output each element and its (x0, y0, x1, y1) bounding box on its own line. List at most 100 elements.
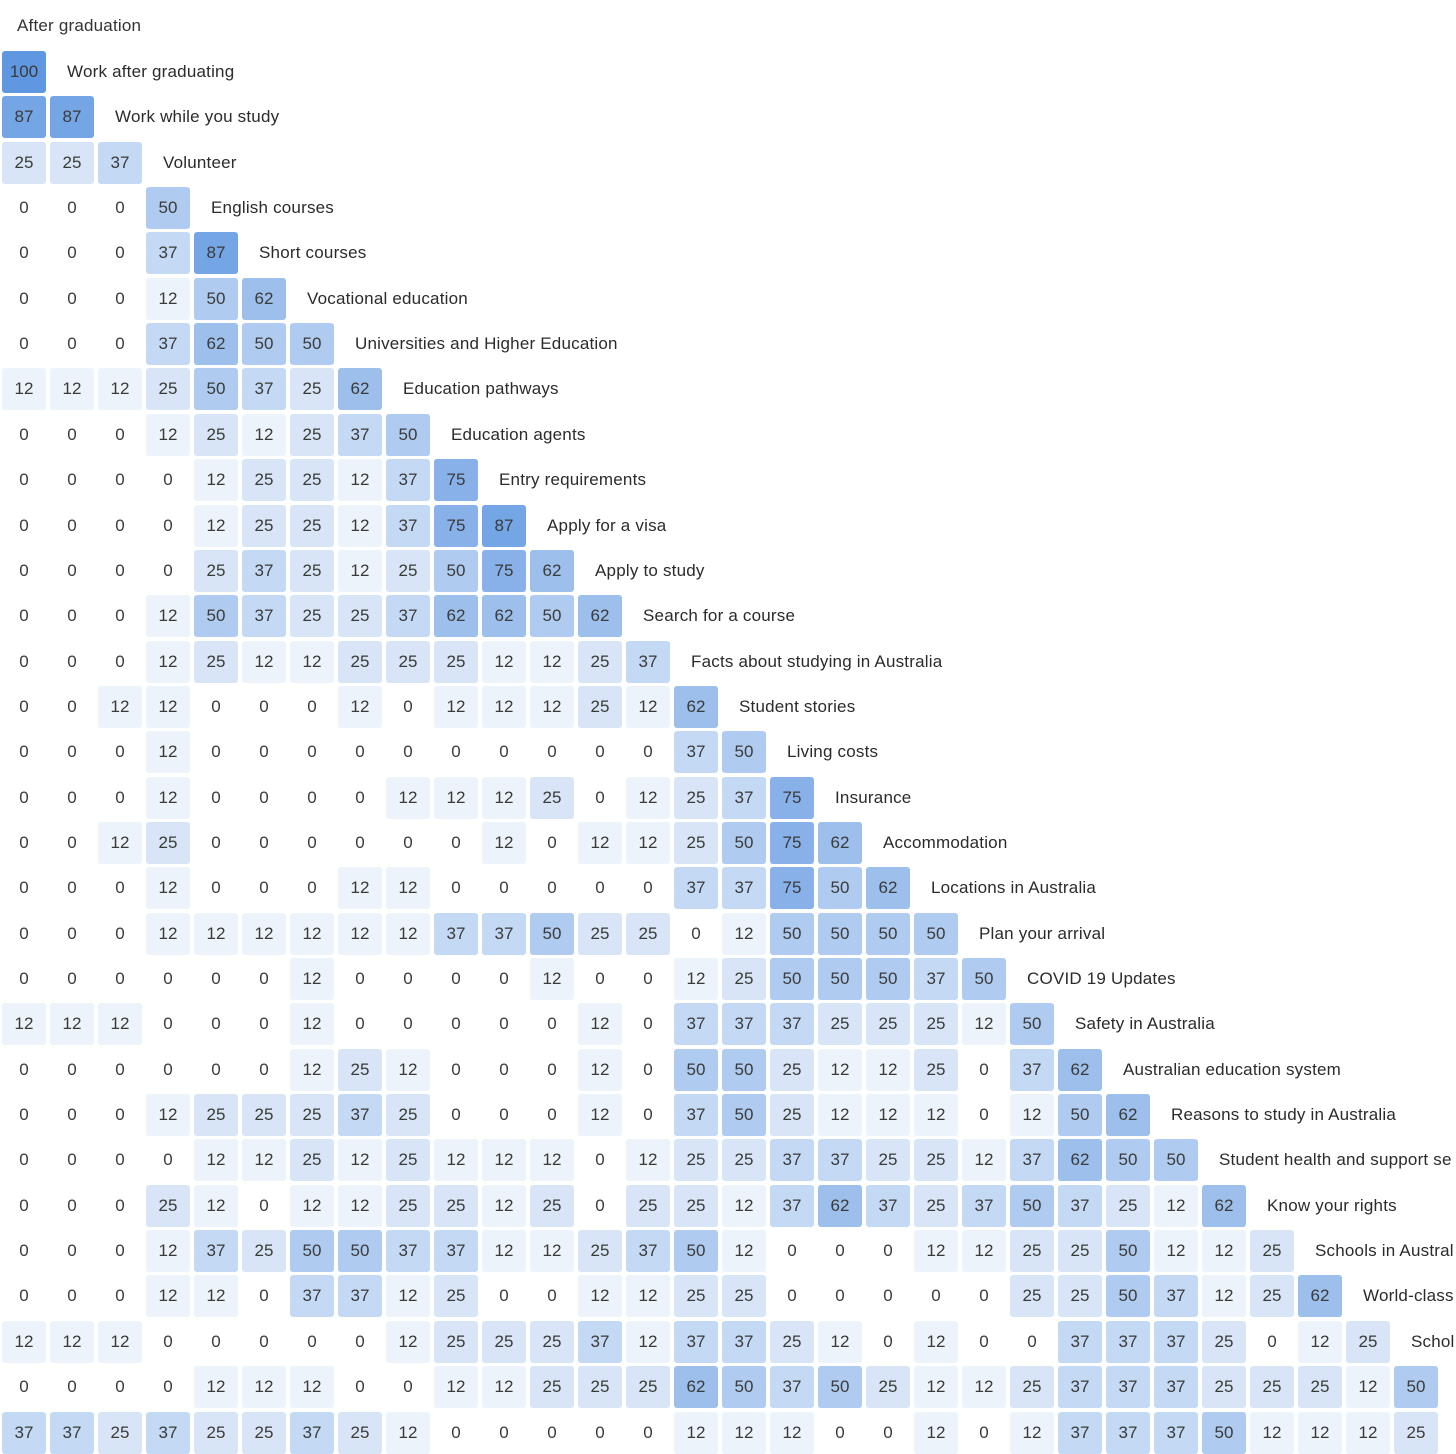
heatmap-cell: 25 (914, 1049, 958, 1091)
heatmap-cell: 0 (530, 822, 574, 864)
heatmap-cell: 12 (338, 550, 382, 592)
heatmap-cell: 37 (386, 459, 430, 501)
heatmap-cell: 50 (194, 278, 238, 320)
heatmap-cell: 12 (290, 1185, 334, 1227)
heatmap-cell: 0 (2, 1230, 46, 1272)
heatmap-cell: 37 (770, 1185, 814, 1227)
heatmap-cell: 50 (674, 1230, 718, 1272)
heatmap-cell: 12 (962, 1003, 1006, 1045)
heatmap-cell: 0 (626, 867, 670, 909)
heatmap-cell: 12 (482, 822, 526, 864)
heatmap-cell: 25 (290, 414, 334, 456)
heatmap-cell: 25 (338, 595, 382, 637)
heatmap-cell: 0 (50, 686, 94, 728)
heatmap-cell: 25 (146, 1185, 190, 1227)
heatmap-cell: 0 (866, 1230, 910, 1272)
heatmap-cell: 0 (1010, 1321, 1054, 1363)
heatmap-cell: 25 (338, 1412, 382, 1454)
heatmap-cell: 50 (194, 595, 238, 637)
heatmap-cell: 0 (2, 414, 46, 456)
heatmap-cell: 0 (674, 913, 718, 955)
heatmap-cell: 25 (386, 550, 430, 592)
heatmap-cell: 62 (242, 278, 286, 320)
heatmap-cell: 0 (434, 1003, 478, 1045)
heatmap-cell: 12 (530, 641, 574, 683)
heatmap-cell: 0 (2, 1139, 46, 1181)
heatmap-cell: 0 (98, 913, 142, 955)
heatmap-cell: 0 (482, 867, 526, 909)
heatmap-cell: 87 (194, 232, 238, 274)
heatmap-cell: 37 (242, 550, 286, 592)
heatmap-cell: 0 (290, 822, 334, 864)
heatmap-cell: 50 (722, 1094, 766, 1136)
heatmap-cell: 0 (482, 1412, 526, 1454)
heatmap-cell: 12 (50, 368, 94, 410)
heatmap-cell: 12 (530, 686, 574, 728)
heatmap-cell: 37 (1010, 1049, 1054, 1091)
heatmap-cell: 0 (914, 1275, 958, 1317)
heatmap-cell: 0 (50, 1049, 94, 1091)
heatmap-cell: 0 (338, 1321, 382, 1363)
heatmap-cell: 0 (578, 777, 622, 819)
heatmap-cell: 0 (194, 731, 238, 773)
heatmap-cell: 12 (194, 459, 238, 501)
heatmap-cell: 12 (434, 1366, 478, 1408)
heatmap-cell: 0 (98, 1230, 142, 1272)
heatmap-cell: 25 (914, 1139, 958, 1181)
heatmap-cell: 0 (98, 1049, 142, 1091)
heatmap-cell: 25 (290, 1094, 334, 1136)
heatmap-cell: 12 (2, 368, 46, 410)
heatmap-cell: 37 (674, 867, 718, 909)
heatmap-cell: 0 (50, 232, 94, 274)
heatmap-cell: 25 (674, 822, 718, 864)
heatmap-cell: 25 (386, 1185, 430, 1227)
heatmap-cell: 37 (674, 1003, 718, 1045)
heatmap-cell: 0 (578, 958, 622, 1000)
heatmap-cell: 25 (194, 550, 238, 592)
heatmap-cell: 0 (2, 777, 46, 819)
heatmap-cell: 0 (50, 958, 94, 1000)
heatmap-cell: 37 (146, 232, 190, 274)
heatmap-cell: 25 (866, 1003, 910, 1045)
heatmap-cell: 12 (674, 958, 718, 1000)
heatmap-cell: 12 (242, 913, 286, 955)
heatmap-cell: 12 (338, 505, 382, 547)
heatmap-cell: 25 (1298, 1366, 1342, 1408)
heatmap-cell: 25 (530, 777, 574, 819)
heatmap-cell: 0 (482, 958, 526, 1000)
heatmap-cell: 0 (50, 595, 94, 637)
heatmap-cell: 62 (1058, 1139, 1102, 1181)
heatmap-cell: 37 (338, 1094, 382, 1136)
heatmap-cell: 25 (50, 142, 94, 184)
heatmap-cell: 0 (434, 731, 478, 773)
heatmap-cell: 12 (818, 1049, 862, 1091)
heatmap-cell: 0 (50, 278, 94, 320)
heatmap-cell: 0 (2, 1185, 46, 1227)
heatmap-cell: 0 (434, 822, 478, 864)
heatmap-cell: 25 (770, 1049, 814, 1091)
heatmap-cell: 12 (146, 1094, 190, 1136)
heatmap-cell: 100 (2, 51, 46, 93)
heatmap-cell: 0 (242, 1049, 286, 1091)
heatmap-cell: 0 (482, 1094, 526, 1136)
heatmap-cell: 0 (338, 731, 382, 773)
heatmap-cell: 12 (146, 641, 190, 683)
heatmap-cell: 0 (98, 505, 142, 547)
heatmap-cell: 12 (530, 958, 574, 1000)
heatmap-cell: 0 (818, 1230, 862, 1272)
heatmap-cell: 0 (962, 1412, 1006, 1454)
heatmap-cell: 12 (290, 1366, 334, 1408)
heatmap-cell: 0 (530, 1049, 574, 1091)
heatmap-cell: 12 (578, 1049, 622, 1091)
heatmap-cell: 0 (50, 1230, 94, 1272)
heatmap-cell: 37 (962, 1185, 1006, 1227)
heatmap-cell: 12 (290, 958, 334, 1000)
heatmap-cell: 25 (914, 1003, 958, 1045)
heatmap-cell: 0 (338, 958, 382, 1000)
heatmap-cell: 0 (98, 459, 142, 501)
heatmap-cell: 12 (242, 414, 286, 456)
heatmap-cell: 0 (482, 1003, 526, 1045)
heatmap-cell: 12 (1202, 1230, 1246, 1272)
heatmap-cell: 50 (818, 1366, 862, 1408)
